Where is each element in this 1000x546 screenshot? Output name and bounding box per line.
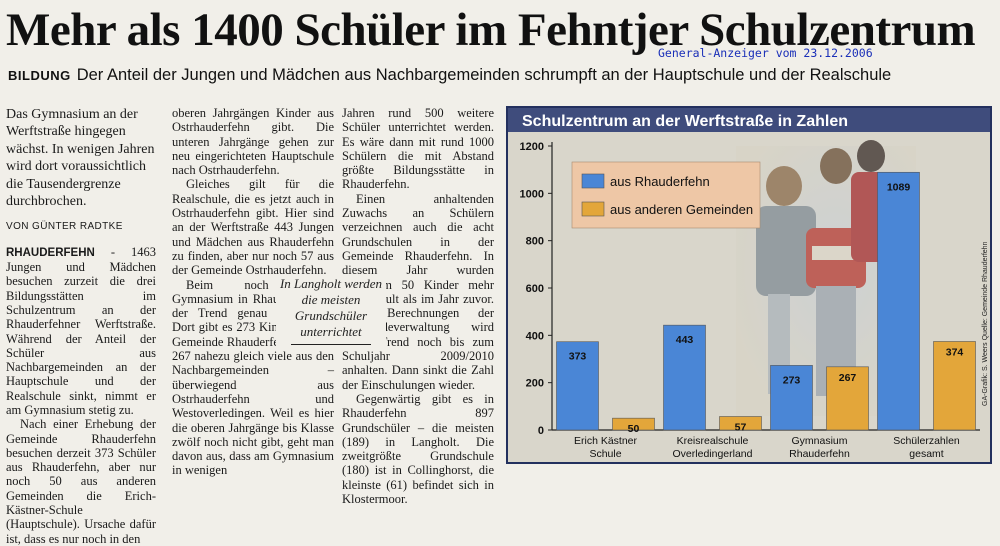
legend-label: aus Rhauderfehn: [610, 174, 710, 189]
subheadline: Der Anteil der Jungen und Mädchen aus Na…: [76, 66, 892, 84]
x-category-label: Erich Kästner: [574, 435, 638, 447]
article-column-1: Das Gymnasium an der Werftstraße hingege…: [6, 106, 156, 546]
y-tick-label: 0: [538, 425, 544, 437]
y-tick-label: 1200: [520, 141, 544, 153]
x-category-label: Rhauderfehn: [789, 448, 850, 460]
legend-swatch: [581, 201, 605, 217]
byline: VON GÜNTER RADTKE: [6, 221, 123, 233]
bar: [612, 417, 655, 431]
x-category-label: Gymnasium: [791, 435, 847, 447]
x-category-label: Schülerzahlen: [893, 435, 960, 447]
y-tick-label: 400: [526, 330, 544, 342]
bars: 373 50 443 57 273 267 1089 374: [556, 171, 976, 435]
legend-label: aus anderen Gemeinden: [610, 202, 753, 217]
body-text: - 1463 Jungen und Mädchen besuchen zurze…: [6, 244, 156, 417]
y-tick-label: 600: [526, 283, 544, 295]
body-paragraph: oberen Jahrgängen Kinder aus Ostrhauderf…: [172, 106, 334, 178]
lede: Das Gymnasium an der Werftstraße hingege…: [6, 107, 155, 210]
bar: [770, 365, 813, 431]
bar-value-label: 443: [676, 334, 694, 346]
bar: [556, 341, 599, 431]
bar-value-label: 1089: [887, 181, 911, 193]
bar: [933, 341, 976, 431]
y-tick-label: 800: [526, 236, 544, 248]
bar-value-label: 373: [569, 351, 587, 363]
bar: [826, 366, 869, 431]
bar: [663, 324, 706, 431]
x-category-label: Kreisrealschule: [677, 435, 749, 447]
x-category-label: gesamt: [909, 448, 944, 460]
y-tick-label: 1000: [520, 188, 544, 200]
bar-value-label: 57: [735, 422, 747, 434]
chart-panel: Schulzentrum an der Werftstraße in Zahle…: [506, 106, 992, 464]
bar: [719, 416, 762, 431]
bar-value-label: 374: [946, 346, 964, 358]
dateline: RHAUDERFEHN: [6, 246, 95, 259]
body-paragraph: Gleiches gilt für die Realschule, die es…: [172, 177, 334, 278]
legend-swatch: [581, 173, 605, 189]
source-stamp: General-Anzeiger vom 23.12.2006: [658, 46, 873, 60]
pullquote: In Langholt werden die meisten Grundschü…: [276, 274, 386, 347]
pullquote-text: In Langholt werden die meisten Grundschü…: [279, 276, 383, 339]
bar-value-label: 267: [839, 372, 857, 384]
bar-value-label: 50: [628, 423, 640, 435]
legend-box: [571, 161, 761, 229]
legend: aus Rhauderfehn aus anderen Gemeinden: [571, 161, 761, 229]
x-category-label: Schule: [589, 448, 621, 460]
body-paragraph: RHAUDERFEHN - 1463 Jungen und Mädchen be…: [6, 245, 156, 418]
body-paragraph: Gegenwärtig gibt es in Rhauderfehn 897 G…: [342, 391, 494, 507]
chart-title: Schulzentrum an der Werftstraße in Zahle…: [522, 113, 848, 130]
chart-credit: GA-Grafik: S. Weers Quelle: Gemeinde Rha…: [982, 241, 989, 406]
x-category-label: Overledingerland: [673, 448, 753, 460]
bar: [877, 171, 920, 431]
body-paragraph: Nach einer Erhebung der Gemeinde Rhauder…: [6, 417, 156, 546]
title-bar: [508, 108, 990, 132]
subheadline-row: BILDUNG Der Anteil der Jungen und Mädchen…: [8, 66, 998, 85]
pullquote-rule: [291, 344, 371, 345]
bar-value-label: 273: [783, 374, 801, 386]
bar-chart: Schulzentrum an der Werftstraße in Zahle…: [506, 106, 992, 464]
y-tick-label: 200: [526, 378, 544, 390]
body-paragraph: Jahren rund 500 weitere Schüler unterric…: [342, 106, 494, 192]
kicker: BILDUNG: [8, 68, 71, 83]
